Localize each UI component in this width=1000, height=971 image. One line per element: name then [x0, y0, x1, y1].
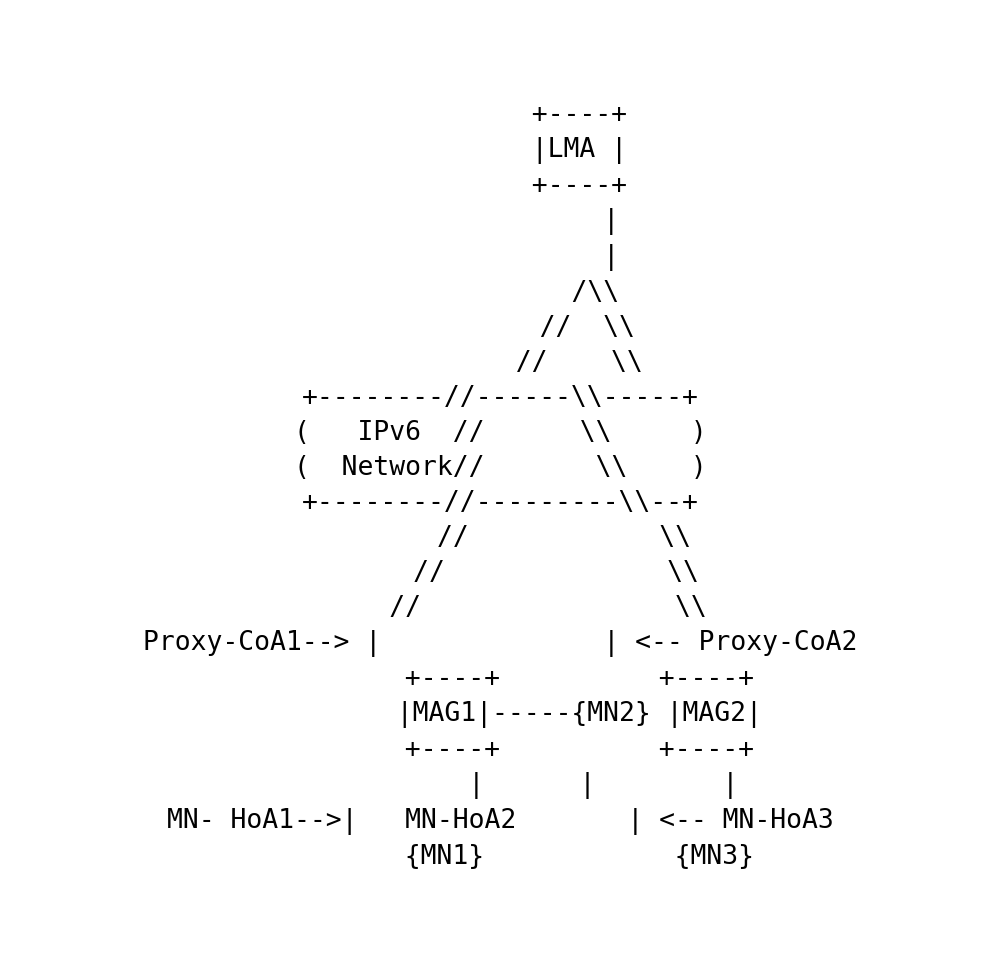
Text: +----+
          |LMA |
          +----+
              |
              |
       : +----+ |LMA | +----+ | | — [143, 102, 857, 869]
